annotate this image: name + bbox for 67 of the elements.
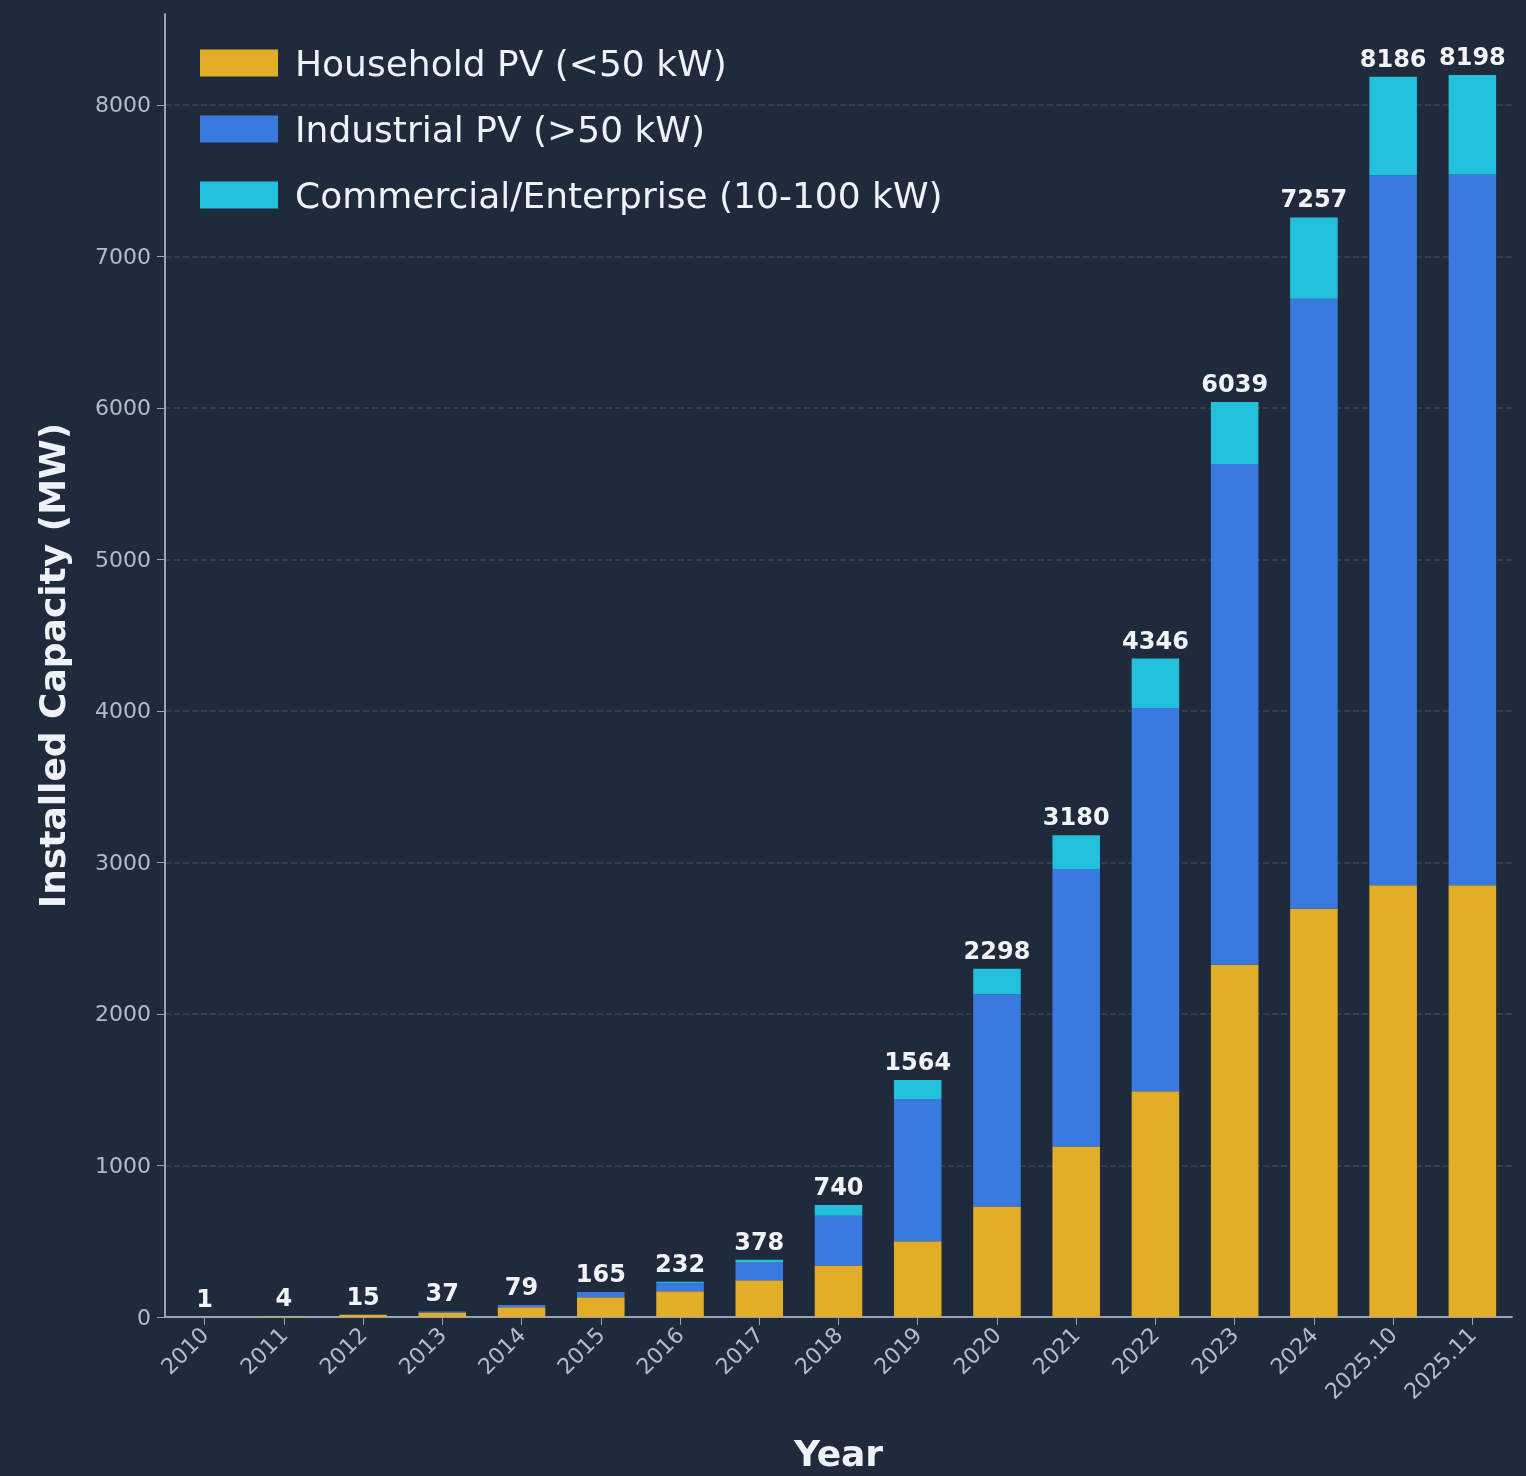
legend-label: Industrial PV (>50 kW) [295, 108, 706, 150]
total-label: 79 [504, 1273, 539, 1302]
bar [1052, 835, 1100, 869]
bar [1131, 707, 1180, 1092]
total-label: 740 [813, 1172, 864, 1201]
bar [1290, 217, 1338, 299]
y-tick-label: 8000 [95, 92, 151, 118]
x-axis-title: Year [792, 1432, 884, 1474]
bar [1369, 885, 1417, 1317]
bar [893, 1099, 942, 1242]
bar [893, 1080, 942, 1100]
bar [973, 968, 1021, 995]
total-label: 15 [346, 1282, 380, 1311]
bar [973, 1206, 1021, 1317]
total-label: 4346 [1122, 626, 1189, 655]
total-label: 378 [734, 1227, 785, 1256]
bar [1131, 1091, 1180, 1317]
bar [735, 1280, 784, 1317]
total-label: 4 [275, 1284, 293, 1313]
total-label: 232 [654, 1249, 706, 1278]
bar [893, 1241, 942, 1317]
bar [1210, 463, 1259, 965]
bar [1448, 174, 1497, 886]
bar [1369, 76, 1417, 176]
total-label: 165 [575, 1260, 626, 1288]
y-tick-label: 1000 [95, 1152, 151, 1178]
y-tick-label: 4000 [95, 698, 151, 724]
bar [814, 1204, 863, 1216]
bar [1131, 658, 1180, 708]
total-label: 8186 [1359, 44, 1427, 73]
bar [656, 1283, 704, 1292]
bar [1052, 1146, 1100, 1317]
bar [1369, 175, 1417, 886]
total-label: 6039 [1201, 370, 1269, 399]
bar [1210, 402, 1259, 464]
bar [1290, 908, 1338, 1317]
legend-label: Household PV (<50 kW) [295, 42, 727, 84]
total-label: 7257 [1280, 185, 1348, 214]
bar [577, 1292, 625, 1298]
bar [418, 1312, 467, 1317]
bar [577, 1297, 625, 1317]
y-tick-label: 5000 [95, 546, 151, 572]
y-tick-label: 7000 [95, 243, 151, 269]
total-label: 3180 [1042, 803, 1110, 832]
total-label: 1564 [884, 1048, 952, 1077]
y-tick-label: 6000 [95, 395, 151, 421]
total-label: 1 [196, 1285, 213, 1313]
bar [656, 1291, 704, 1317]
bar [1210, 964, 1259, 1317]
y-tick-label: 0 [137, 1304, 151, 1330]
legend-label: Commercial/Enterprise (10-100 kW) [295, 174, 943, 216]
bar [814, 1265, 863, 1317]
bar [735, 1262, 784, 1281]
y-tick-label: 2000 [95, 1001, 151, 1027]
y-tick-label: 3000 [95, 849, 151, 875]
bar [1290, 298, 1338, 909]
bar [973, 994, 1021, 1207]
bar [814, 1215, 863, 1266]
bar [1448, 885, 1497, 1317]
bar [497, 1307, 546, 1317]
bar [497, 1305, 546, 1308]
total-label: 8198 [1438, 42, 1506, 71]
bar [1448, 74, 1497, 175]
total-label: 2298 [963, 936, 1031, 965]
y-axis-title: Installed Capacity (MW) [31, 422, 73, 909]
total-label: 37 [425, 1279, 460, 1308]
bar [1052, 868, 1100, 1147]
